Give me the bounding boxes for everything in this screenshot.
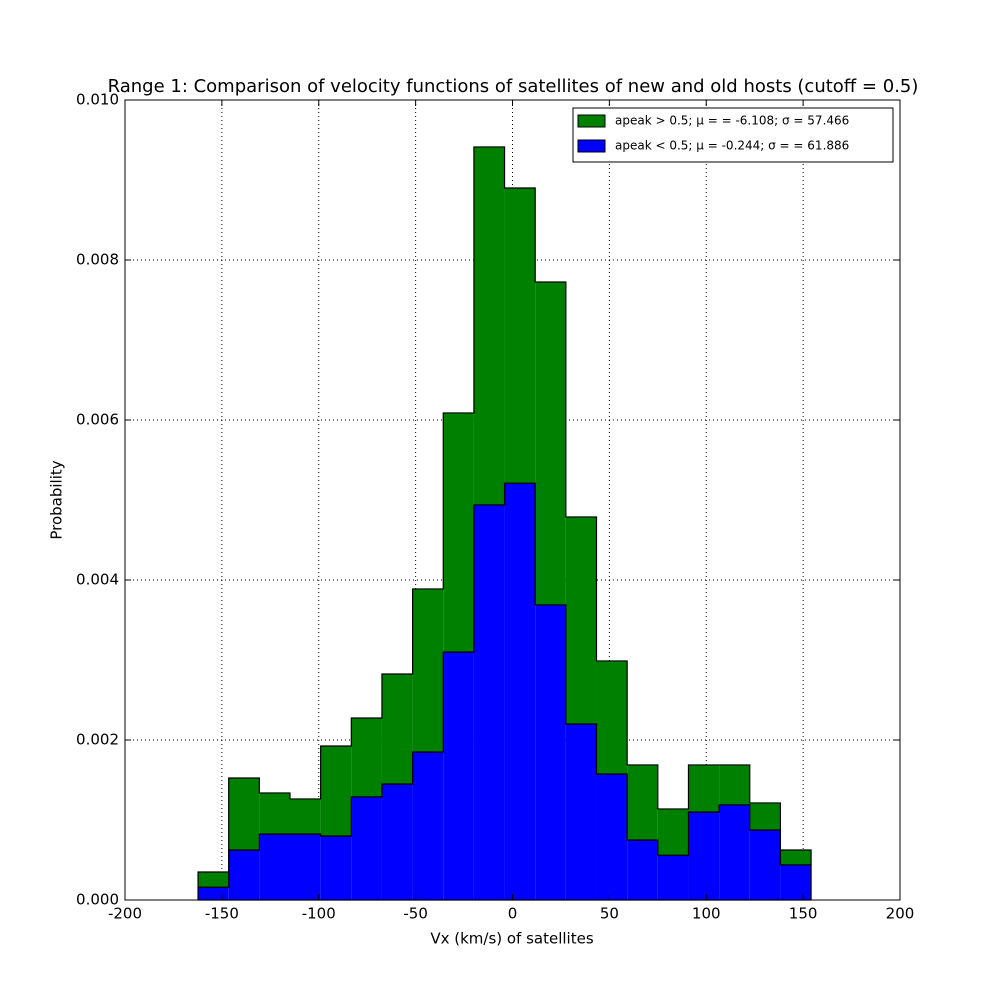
histogram-bar xyxy=(535,604,566,900)
histogram-bar xyxy=(381,674,413,784)
x-tick-label: -100 xyxy=(302,905,336,923)
histogram-bar xyxy=(627,764,658,840)
y-axis-label: Probability xyxy=(48,460,66,539)
histogram-bar xyxy=(596,774,628,900)
histogram-bar xyxy=(289,834,321,900)
histogram-bar xyxy=(688,764,720,812)
histogram-bar xyxy=(443,652,474,900)
histogram-bar xyxy=(228,778,260,850)
legend-label: apeak < 0.5; μ = -0.244; σ = = 61.886 xyxy=(615,139,849,153)
y-tick-label: 0.008 xyxy=(76,251,119,269)
legend: apeak > 0.5; μ = = -6.108; σ = 57.466 ape… xyxy=(572,107,894,163)
histogram-bar xyxy=(688,812,720,900)
y-tick-label: 0.004 xyxy=(76,571,119,589)
x-tick-label: 0 xyxy=(508,905,518,923)
histogram-bar xyxy=(289,798,321,834)
histogram-bar xyxy=(719,764,750,805)
y-tick-label: 0.010 xyxy=(76,91,119,109)
histogram-bar xyxy=(198,872,229,888)
x-tick-label: 50 xyxy=(600,905,619,923)
histogram-bar xyxy=(351,796,382,900)
histogram-bar xyxy=(320,836,352,900)
histogram-bar xyxy=(504,483,536,900)
histogram-bar xyxy=(473,504,505,900)
histogram-bar xyxy=(504,188,536,484)
y-tick-label: 0.002 xyxy=(76,731,119,749)
histogram-bar xyxy=(596,660,628,774)
histogram-bar xyxy=(657,855,689,900)
histogram-bar xyxy=(749,830,781,900)
histogram-bar xyxy=(259,834,290,900)
x-tick-label: -150 xyxy=(205,905,239,923)
histogram-bar xyxy=(749,802,781,830)
x-tick-label: 150 xyxy=(789,905,818,923)
histogram-bar xyxy=(535,282,566,605)
x-tick-label: 200 xyxy=(886,905,915,923)
histogram-bar xyxy=(565,516,597,724)
legend-label: apeak > 0.5; μ = = -6.108; σ = 57.466 xyxy=(615,114,849,128)
histogram-bar xyxy=(473,146,505,505)
x-tick-label: -200 xyxy=(108,905,142,923)
histogram-bar xyxy=(443,412,474,652)
histogram-bar xyxy=(381,784,413,900)
chart-title: Range 1: Comparison of velocity function… xyxy=(108,76,919,97)
histogram-bar xyxy=(412,752,444,900)
y-tick-label: 0.006 xyxy=(76,411,119,429)
legend-swatch xyxy=(577,114,606,128)
histogram-bar xyxy=(198,887,229,900)
histogram-bar xyxy=(780,864,812,900)
histogram-bar xyxy=(351,718,382,797)
x-tick-label: -50 xyxy=(403,905,428,923)
histogram-bar xyxy=(780,850,812,865)
y-tick-label: 0.000 xyxy=(76,891,119,909)
histogram-bar xyxy=(657,808,689,856)
histogram-bar xyxy=(719,804,750,900)
histogram-bar xyxy=(412,588,444,752)
histogram-bar xyxy=(259,792,290,834)
legend-box xyxy=(572,107,894,163)
x-axis-label: Vx (km/s) of satellites xyxy=(430,930,594,948)
histogram-bar xyxy=(228,850,260,900)
histogram-bar xyxy=(627,840,658,900)
legend-swatch xyxy=(577,139,606,153)
x-tick-label: 100 xyxy=(692,905,721,923)
histogram-bar xyxy=(320,746,352,836)
step-outline xyxy=(197,146,812,888)
histogram-bar xyxy=(565,724,597,900)
